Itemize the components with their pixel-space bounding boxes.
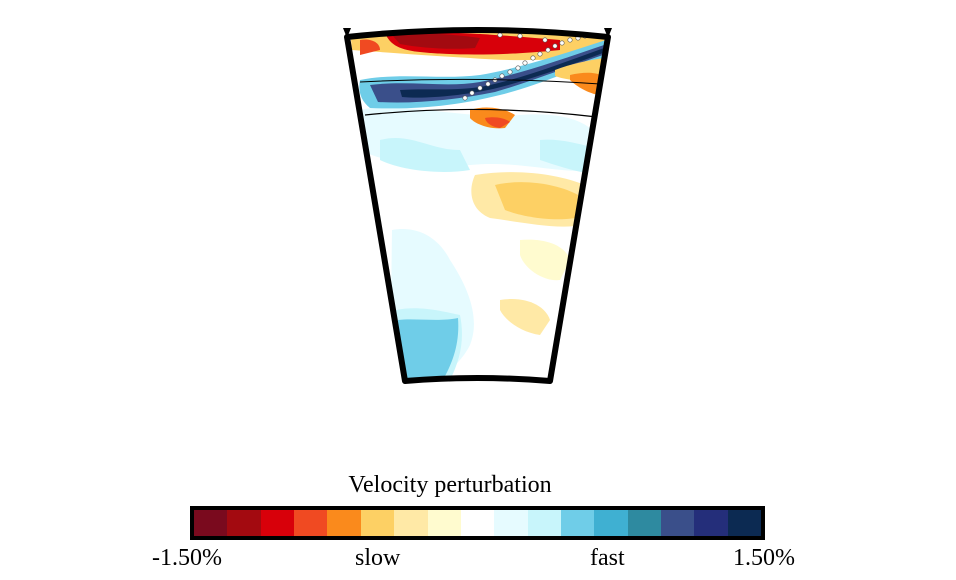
colorbar-swatch-2 — [260, 510, 295, 536]
colorbar-swatch-0 — [194, 510, 228, 536]
colorbar-min-label: -1.50% — [152, 545, 222, 571]
colorbar — [190, 506, 765, 540]
colorbar-swatch-3 — [294, 510, 328, 536]
colorbar-swatch-13 — [627, 510, 662, 536]
colorbar-swatch-9 — [494, 510, 528, 536]
colorbar-swatch-11 — [560, 510, 595, 536]
colorbar-swatch-15 — [694, 510, 728, 536]
colorbar-fast-label: fast — [590, 545, 625, 571]
discontinuity-660 — [364, 108, 598, 118]
colorbar-swatch-8 — [460, 510, 495, 536]
surface-station-marker-left — [343, 28, 351, 38]
colorbar-title: Velocity perturbation — [348, 472, 552, 498]
colorbar-swatch-10 — [527, 510, 561, 536]
colorbar-swatch-5 — [360, 510, 395, 536]
discontinuity-410 — [359, 78, 601, 85]
colorbar-swatch-16 — [727, 510, 762, 536]
colorbar-swatch-14 — [661, 510, 695, 536]
colorbar-max-label: 1.50% — [733, 545, 795, 571]
colorbar-swatch-6 — [394, 510, 428, 536]
colorbar-slow-label: slow — [355, 545, 401, 571]
colorbar-swatch-12 — [594, 510, 628, 536]
tomography-cross-section — [343, 27, 612, 384]
surface-station-marker-right — [604, 28, 612, 38]
colorbar-swatch-7 — [427, 510, 461, 536]
colorbar-swatch-1 — [227, 510, 261, 536]
colorbar-swatch-4 — [327, 510, 361, 536]
